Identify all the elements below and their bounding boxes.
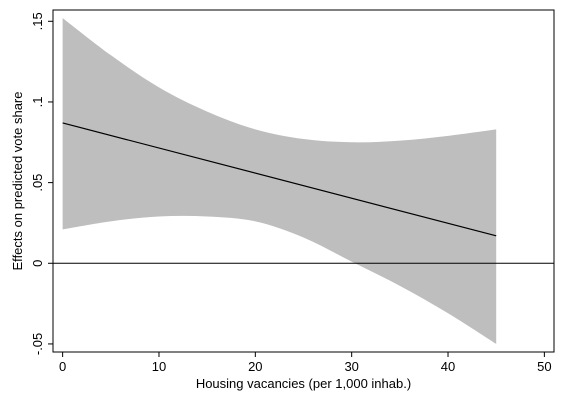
y-tick-label: .1 bbox=[30, 97, 45, 108]
y-tick-label: .15 bbox=[30, 12, 45, 30]
estimate-line-layer bbox=[62, 122, 497, 237]
x-tick-label: 10 bbox=[152, 359, 166, 374]
confidence-band-layer bbox=[62, 18, 497, 344]
y-axis: -.05 0 .05 .1 .15 bbox=[30, 12, 53, 355]
confidence-band bbox=[62, 18, 497, 344]
x-tick-label: 0 bbox=[59, 359, 66, 374]
y-axis-title: Effects on predicted vote share bbox=[10, 92, 25, 271]
x-axis: 0 10 20 30 40 50 bbox=[59, 352, 552, 374]
y-tick-label: .05 bbox=[30, 174, 45, 192]
x-axis-title: Housing vacancies (per 1,000 inhab.) bbox=[196, 376, 411, 391]
y-tick-label: -.05 bbox=[30, 333, 45, 355]
x-tick-label: 30 bbox=[344, 359, 358, 374]
y-tick-label: 0 bbox=[30, 260, 45, 267]
x-tick-label: 20 bbox=[248, 359, 262, 374]
x-tick-label: 50 bbox=[537, 359, 551, 374]
estimate-line bbox=[62, 122, 497, 237]
x-tick-label: 40 bbox=[441, 359, 455, 374]
